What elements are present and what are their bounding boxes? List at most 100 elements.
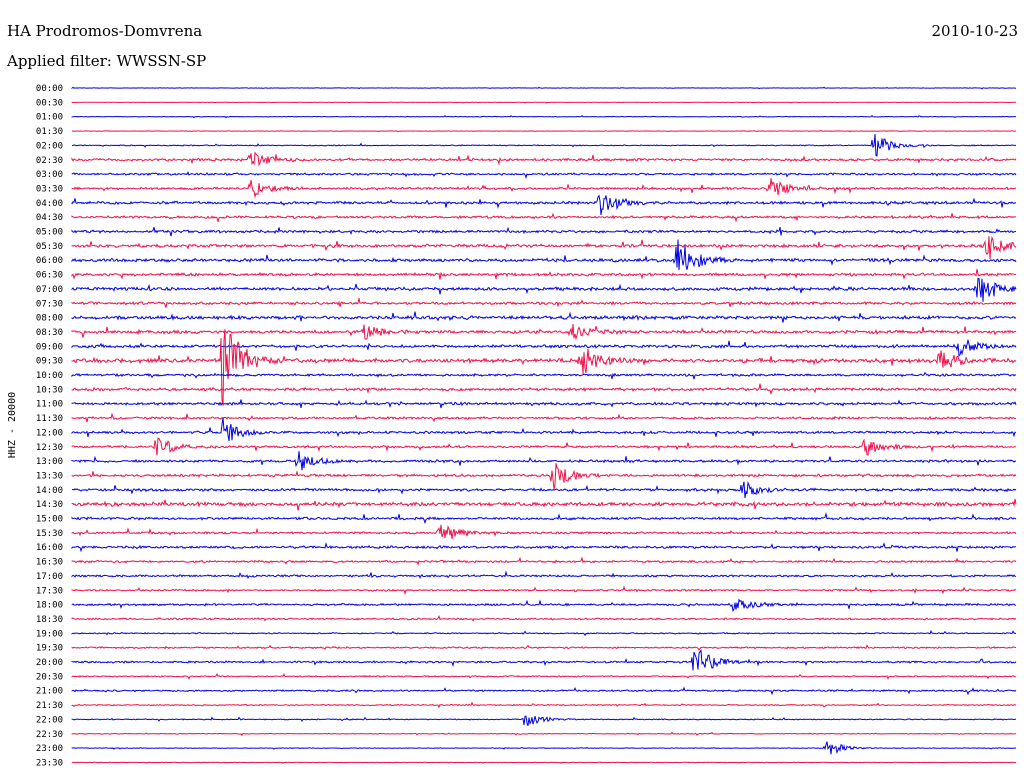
row-time-label: 02:30 bbox=[36, 156, 63, 166]
seismic-trace-row bbox=[71, 649, 1017, 671]
seismic-trace-row bbox=[71, 298, 1017, 308]
row-time-label: 13:00 bbox=[36, 457, 63, 467]
seismic-trace-row bbox=[71, 86, 1017, 90]
trace-group bbox=[71, 86, 1017, 764]
seismic-trace-row bbox=[71, 686, 1017, 696]
row-time-label: 19:30 bbox=[36, 644, 63, 654]
seismic-trace-row bbox=[71, 338, 1017, 357]
seismic-trace-row bbox=[71, 323, 1017, 341]
seismic-trace-row bbox=[71, 463, 1017, 490]
y-axis-label: HHZ - 20000 bbox=[7, 392, 18, 458]
seismic-trace-row bbox=[71, 644, 1017, 651]
row-time-label: 17:00 bbox=[36, 572, 63, 582]
row-time-label: 22:30 bbox=[36, 730, 63, 740]
seismic-trace-row bbox=[71, 672, 1016, 680]
row-time-label: 19:00 bbox=[36, 629, 63, 639]
seismic-trace-row bbox=[71, 383, 1017, 395]
row-time-label: 09:30 bbox=[36, 357, 63, 367]
row-time-label: 06:00 bbox=[36, 256, 63, 266]
seismic-trace-row bbox=[71, 715, 1017, 726]
row-time-label: 14:00 bbox=[36, 486, 63, 496]
seismic-trace-row bbox=[71, 101, 1017, 104]
seismic-trace-row bbox=[71, 134, 1017, 157]
row-time-label: 07:30 bbox=[36, 299, 63, 309]
row-time-label: 05:00 bbox=[36, 228, 63, 238]
row-time-label: 18:30 bbox=[36, 615, 63, 625]
row-time-label: 15:00 bbox=[36, 515, 63, 525]
row-time-label: 18:00 bbox=[36, 601, 63, 611]
seismic-trace-row bbox=[71, 614, 1017, 622]
seismic-trace-row bbox=[71, 629, 1017, 637]
seismic-trace-row bbox=[71, 269, 1017, 280]
seismic-trace-row bbox=[71, 512, 1017, 525]
row-time-label: 01:30 bbox=[36, 127, 63, 137]
row-time-label: 16:30 bbox=[36, 558, 63, 568]
seismic-trace-row bbox=[71, 480, 1017, 499]
row-time-label: 00:30 bbox=[36, 98, 63, 108]
row-label-group: 00:00 00:30 01:00 01:30 02:00 02:30 03:00 03:30… bbox=[36, 84, 63, 768]
row-time-label: 10:30 bbox=[36, 385, 63, 395]
seismic-trace-row bbox=[71, 371, 1017, 380]
row-time-label: 17:30 bbox=[36, 586, 63, 596]
row-time-label: 21:00 bbox=[36, 687, 63, 697]
row-time-label: 23:00 bbox=[36, 744, 63, 754]
row-time-label: 04:30 bbox=[36, 213, 63, 223]
seismic-trace-row bbox=[71, 701, 1017, 709]
seismic-trace-row bbox=[71, 437, 1017, 456]
row-time-label: 03:00 bbox=[36, 170, 63, 180]
row-time-label: 08:00 bbox=[36, 314, 63, 324]
seismic-trace-row bbox=[71, 239, 1017, 271]
row-time-label: 00:00 bbox=[36, 84, 63, 94]
seismic-trace-row bbox=[71, 524, 1017, 539]
row-time-label: 15:30 bbox=[36, 529, 63, 539]
row-time-label: 12:30 bbox=[36, 443, 63, 453]
row-time-label: 11:30 bbox=[36, 414, 63, 424]
row-time-label: 02:00 bbox=[36, 141, 63, 151]
row-time-label: 23:30 bbox=[36, 758, 63, 768]
seismic-trace-row bbox=[71, 171, 1017, 179]
row-time-label: 08:30 bbox=[36, 328, 63, 338]
row-time-label: 21:30 bbox=[36, 701, 63, 711]
seismic-trace-row bbox=[71, 235, 1017, 260]
row-time-label: 16:00 bbox=[36, 543, 63, 553]
seismic-trace-row bbox=[71, 194, 1017, 216]
row-time-label: 11:00 bbox=[36, 400, 63, 410]
seismic-trace-row bbox=[71, 329, 1017, 406]
seismic-trace-row bbox=[71, 212, 1016, 223]
row-time-label: 12:00 bbox=[36, 428, 63, 438]
row-time-label: 05:30 bbox=[36, 242, 63, 252]
row-time-label: 13:30 bbox=[36, 471, 63, 481]
seismic-trace-row bbox=[71, 741, 1017, 755]
row-time-label: 01:00 bbox=[36, 113, 63, 123]
seismic-trace-row bbox=[71, 498, 1017, 511]
seismic-trace-row bbox=[71, 731, 1017, 737]
row-time-label: 04:00 bbox=[36, 199, 63, 209]
row-time-label: 07:00 bbox=[36, 285, 63, 295]
seismic-trace-row bbox=[71, 178, 1016, 199]
seismic-trace-row bbox=[71, 311, 1017, 323]
row-time-label: 09:00 bbox=[36, 342, 63, 352]
seismic-trace-row bbox=[71, 417, 1017, 441]
seismic-trace-row bbox=[71, 585, 1017, 596]
record-date: 2010-10-23 bbox=[931, 22, 1018, 40]
row-time-label: 22:00 bbox=[36, 715, 63, 725]
seismic-trace-row bbox=[71, 129, 1017, 133]
seismic-trace-row bbox=[72, 761, 1016, 764]
seismic-trace-row bbox=[71, 277, 1017, 302]
row-time-label: 20:30 bbox=[36, 672, 63, 682]
seismic-trace-row bbox=[71, 541, 1016, 553]
row-time-label: 06:30 bbox=[36, 271, 63, 281]
seismic-trace-row bbox=[71, 570, 1017, 580]
row-time-label: 03:30 bbox=[36, 184, 63, 194]
seismic-trace-row bbox=[71, 399, 1017, 409]
seismic-trace-row bbox=[71, 226, 1017, 237]
seismic-trace-row bbox=[71, 151, 1017, 167]
seismic-trace-row bbox=[71, 556, 1017, 566]
seismic-trace-row bbox=[71, 451, 1017, 471]
seismic-trace-row bbox=[71, 114, 1016, 119]
seismic-trace-row bbox=[71, 598, 1017, 613]
seismic-trace-row bbox=[71, 412, 1017, 423]
applied-filter: Applied filter: WWSSN-SP bbox=[7, 52, 207, 70]
station-title: HA Prodromos-Domvrena bbox=[7, 22, 203, 40]
